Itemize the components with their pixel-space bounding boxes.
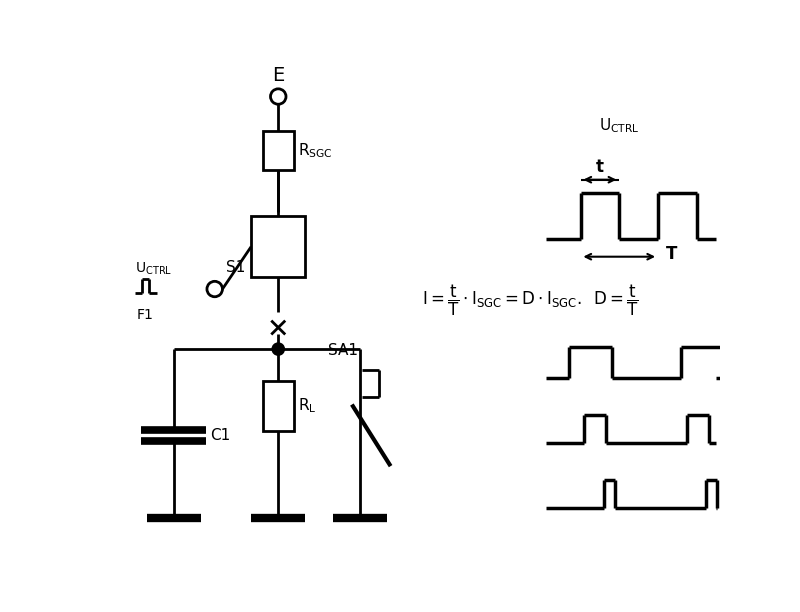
Bar	[262, 131, 294, 170]
Text: C1: C1	[210, 428, 230, 443]
Circle shape	[273, 344, 284, 354]
Text: R$_{\mathsf{SGC}}$: R$_{\mathsf{SGC}}$	[298, 141, 332, 160]
Text: S1: S1	[226, 260, 245, 275]
Text: E: E	[272, 66, 284, 85]
Text: R$_\mathsf{L}$: R$_\mathsf{L}$	[298, 397, 316, 416]
Text: $\mathsf{D} = \dfrac{\mathsf{t}}{\mathsf{T}}$: $\mathsf{D} = \dfrac{\mathsf{t}}{\mathsf…	[593, 283, 638, 318]
Text: t: t	[596, 158, 604, 176]
Text: U$_\mathsf{CTRL}$: U$_\mathsf{CTRL}$	[599, 116, 639, 135]
Bar	[251, 216, 306, 277]
Text: $\mathsf{I} = \dfrac{\mathsf{t}}{\mathsf{T}} \cdot \mathsf{I}_{\mathsf{SGC}} = \: $\mathsf{I} = \dfrac{\mathsf{t}}{\mathsf…	[422, 283, 582, 318]
Text: SA1: SA1	[328, 343, 358, 358]
Text: U$_\mathsf{CTRL}$: U$_\mathsf{CTRL}$	[135, 261, 172, 277]
Text: T: T	[666, 245, 677, 263]
Bar	[262, 381, 294, 431]
Text: F1: F1	[137, 308, 154, 323]
